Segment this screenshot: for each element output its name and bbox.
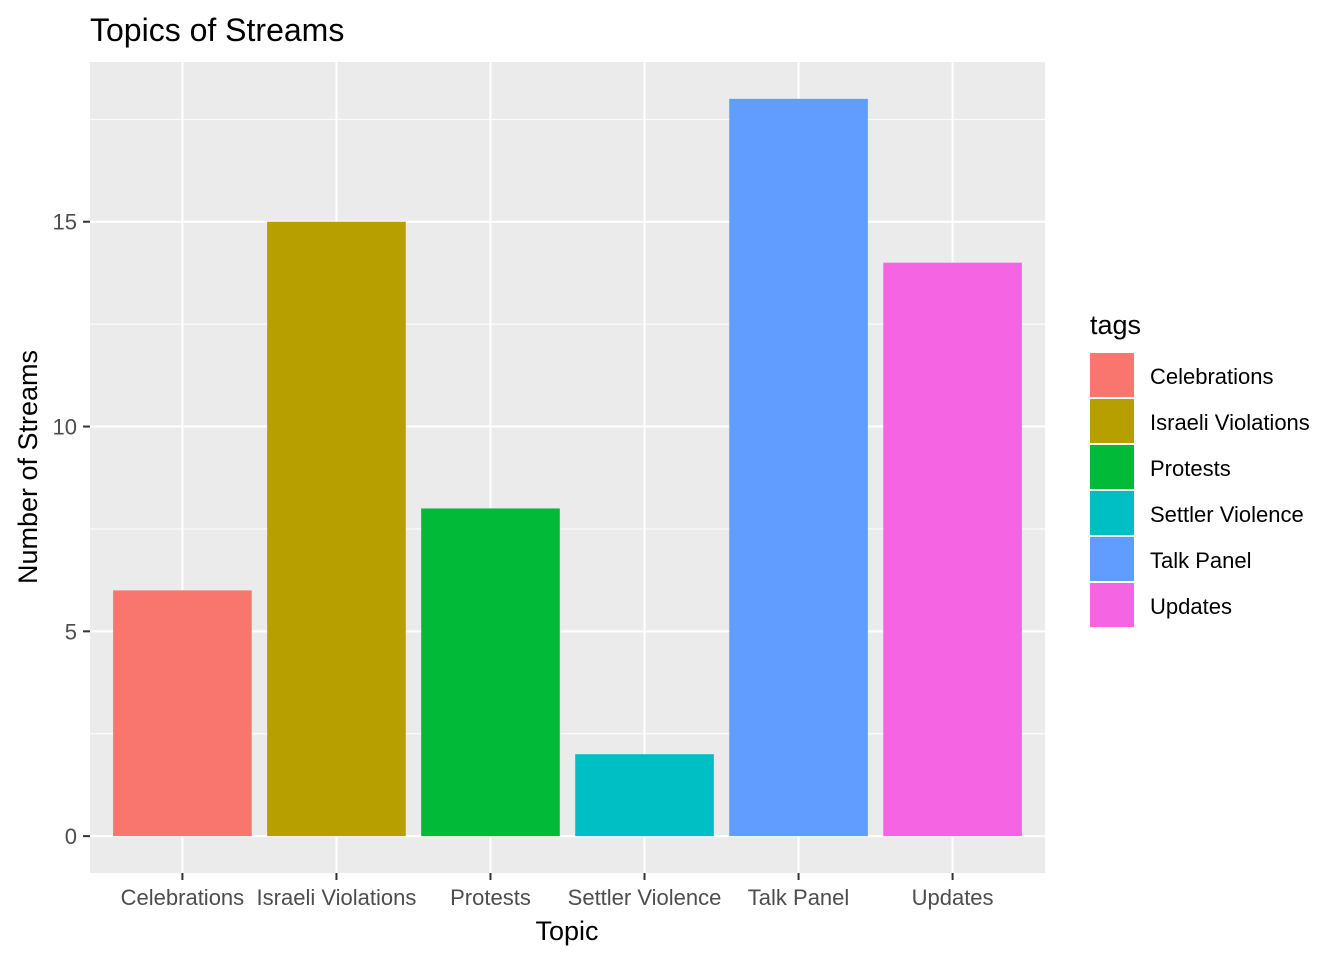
legend-label: Updates bbox=[1150, 594, 1232, 619]
x-tick-label: Settler Violence bbox=[568, 885, 722, 910]
bar-protests bbox=[421, 508, 560, 837]
legend-key bbox=[1090, 491, 1134, 535]
y-tick-label: 5 bbox=[65, 619, 77, 644]
bar-israeli-violations bbox=[267, 221, 406, 837]
x-tick-label: Updates bbox=[912, 885, 994, 910]
legend-key bbox=[1090, 583, 1134, 627]
chart-title: Topics of Streams bbox=[90, 12, 344, 48]
legend-items: Celebrations Israeli Violations Protests Se… bbox=[1090, 353, 1310, 627]
legend-key bbox=[1090, 445, 1134, 489]
legend-label: Talk Panel bbox=[1150, 548, 1252, 573]
legend-label: Celebrations bbox=[1150, 364, 1274, 389]
bar-talk-panel bbox=[729, 98, 868, 837]
legend-label: Settler Violence bbox=[1150, 502, 1304, 527]
y-axis-title: Number of Streams bbox=[13, 350, 43, 584]
x-axis-title: Topic bbox=[535, 916, 598, 946]
legend-key bbox=[1090, 537, 1134, 581]
bars bbox=[113, 98, 1022, 837]
x-tick-label: Protests bbox=[450, 885, 531, 910]
legend-title: tags bbox=[1090, 310, 1141, 340]
y-axis: 0 5 10 15 bbox=[53, 210, 90, 849]
x-tick-label: Celebrations bbox=[121, 885, 245, 910]
y-tick-label: 0 bbox=[65, 824, 77, 849]
bar-updates bbox=[883, 262, 1022, 837]
x-tick-label: Talk Panel bbox=[748, 885, 850, 910]
legend-key bbox=[1090, 353, 1134, 397]
bar-settler-violence bbox=[575, 754, 714, 837]
x-tick-label: Israeli Violations bbox=[257, 885, 417, 910]
y-tick-label: 10 bbox=[53, 415, 77, 440]
y-tick-label: 15 bbox=[53, 210, 77, 235]
legend-label: Israeli Violations bbox=[1150, 410, 1310, 435]
legend: tags Celebrations Israeli Violations Prote… bbox=[1090, 310, 1310, 627]
x-axis: Celebrations Israeli Violations Protests Se… bbox=[121, 873, 994, 910]
legend-label: Protests bbox=[1150, 456, 1231, 481]
legend-key bbox=[1090, 399, 1134, 443]
bar-celebrations bbox=[113, 590, 252, 837]
